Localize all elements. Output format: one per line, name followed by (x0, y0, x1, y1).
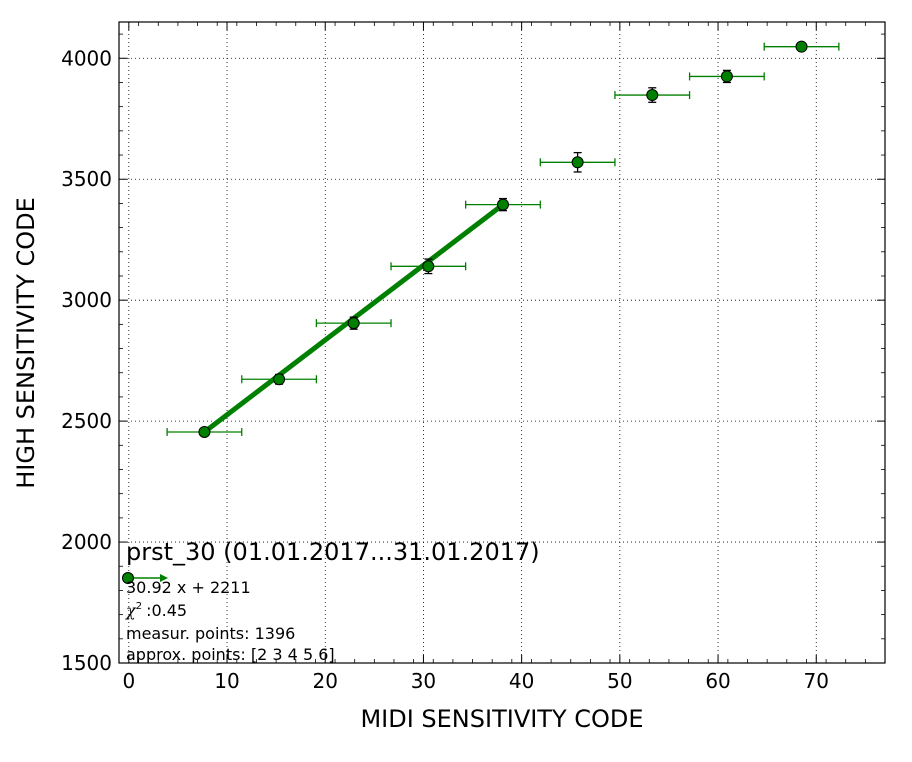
y-axis-label: HIGH SENSITIVITY CODE (12, 197, 40, 489)
chi-square-value: :0.45 (146, 601, 187, 620)
chart-title: prst_30 (01.01.2017...31.01.2017) (126, 538, 540, 566)
legend-point (122, 572, 134, 584)
y-tick-label: 2000 (61, 530, 112, 554)
approx-points: approx. points: [2 3 4 5 6] (126, 645, 335, 664)
y-tick-labels: 1500 2000 2500 3000 3500 4000 (61, 46, 112, 675)
x-tick-label: 40 (509, 669, 534, 693)
major-ticks (119, 22, 885, 664)
y-tick-label: 4000 (61, 46, 112, 70)
y-tick-label: 1500 (61, 651, 112, 675)
x-tick-label: 0 (122, 669, 135, 693)
x-tick-label: 70 (804, 669, 829, 693)
x-tick-label: 10 (214, 669, 239, 693)
x-tick-label: 50 (607, 669, 632, 693)
legend-arrow-head (160, 574, 168, 582)
data-point (795, 40, 808, 53)
data-point (646, 89, 659, 102)
data-point (347, 317, 360, 330)
x-axis-label: MIDI SENSITIVITY CODE (360, 705, 643, 733)
legend-marker (122, 572, 168, 584)
y-tick-label: 2500 (61, 409, 112, 433)
data-point (720, 70, 733, 83)
fit-equation: 30.92 x + 2211 (126, 578, 251, 597)
data-point (496, 198, 509, 211)
data-point (571, 156, 584, 169)
y-tick-label: 3500 (61, 167, 112, 191)
data-point (422, 260, 435, 273)
x-tick-label: 60 (705, 669, 730, 693)
data-markers (198, 40, 808, 438)
chi-square-label: χ2:0.45 (125, 601, 187, 620)
measured-points: measur. points: 1396 (126, 624, 295, 643)
x-tick-label: 20 (313, 669, 338, 693)
y-tick-label: 3000 (61, 288, 112, 312)
x-tick-labels: 0 10 20 30 40 50 60 70 (122, 669, 829, 693)
data-point (273, 373, 286, 386)
plot-frame (118, 21, 886, 664)
data-point (198, 425, 211, 438)
x-tick-label: 30 (411, 669, 436, 693)
minor-ticks (118, 22, 886, 663)
